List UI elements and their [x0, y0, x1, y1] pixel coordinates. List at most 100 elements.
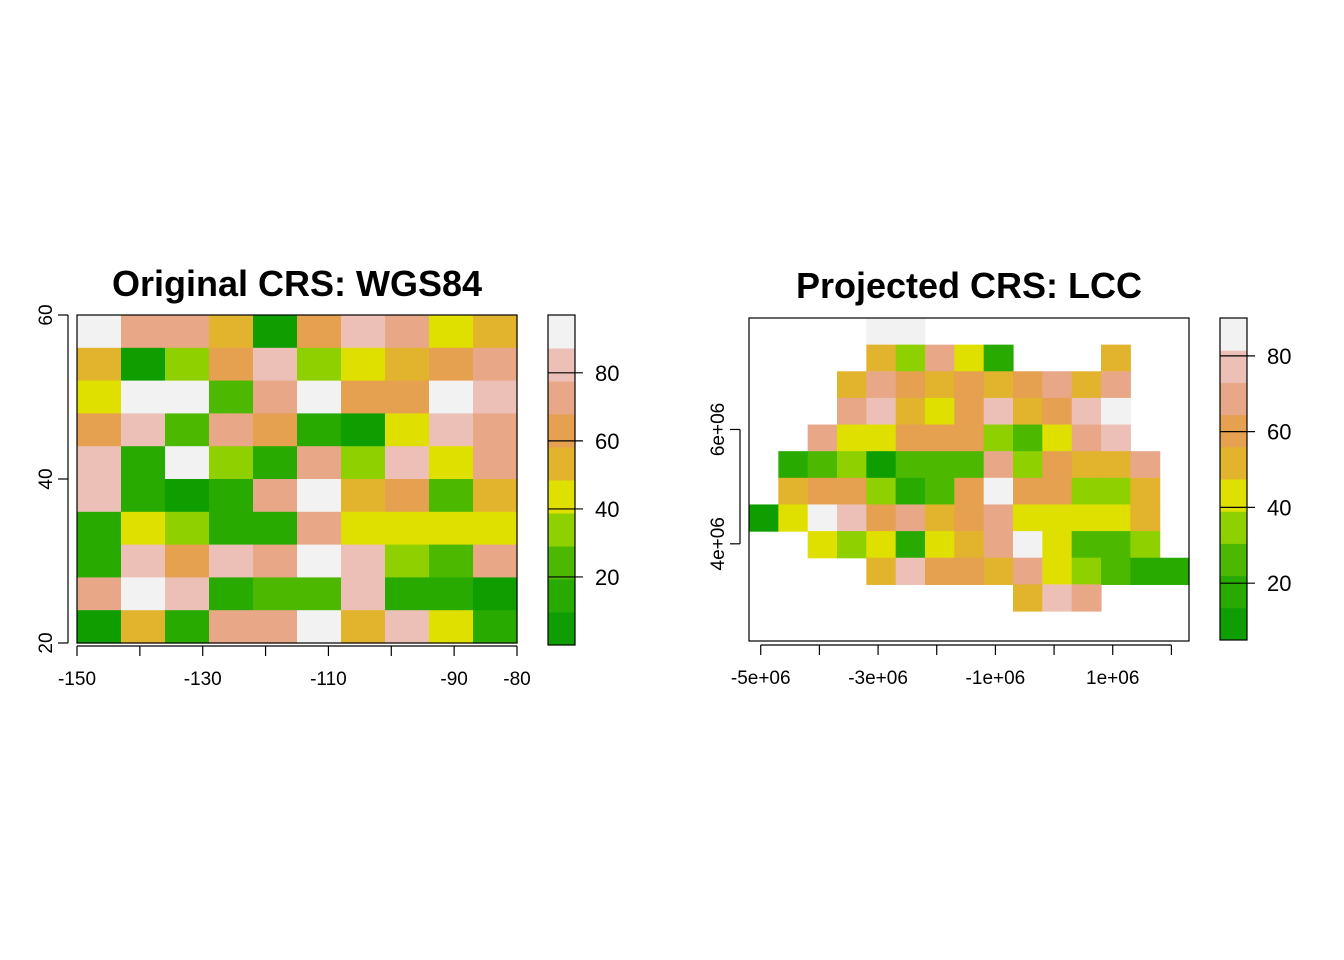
raster-cell — [1042, 477, 1073, 506]
raster-cell — [807, 424, 838, 452]
legend-tick-label: 60 — [595, 429, 619, 454]
raster-cell — [121, 610, 166, 644]
raster-cell — [749, 504, 779, 532]
raster-cell — [1042, 531, 1073, 559]
raster-grid-original — [77, 315, 518, 644]
raster-cell — [1101, 504, 1131, 532]
raster-cell — [1071, 584, 1102, 612]
raster-cell — [429, 347, 474, 382]
raster-cell — [778, 477, 809, 506]
raster-cell — [1071, 531, 1102, 559]
raster-cell — [1013, 371, 1043, 399]
chart-title-projected: Projected CRS: LCC — [796, 265, 1142, 306]
raster-cell — [341, 413, 386, 447]
raster-cell — [807, 477, 838, 506]
raster-cell — [121, 413, 166, 447]
raster-cell — [1130, 451, 1161, 479]
raster-cell — [895, 424, 926, 452]
raster-cell — [837, 371, 867, 399]
raster-cell — [385, 610, 430, 644]
raster-cell — [165, 413, 210, 447]
y-tick-label: 6e+06 — [708, 403, 729, 456]
raster-cell — [895, 477, 926, 506]
raster-cell — [121, 479, 166, 513]
raster-cell — [895, 371, 926, 399]
raster-cell — [1101, 477, 1131, 506]
raster-cell — [121, 347, 166, 382]
raster-cell — [165, 347, 210, 382]
raster-cell — [165, 610, 210, 644]
raster-cell — [983, 424, 1014, 452]
raster-cell — [77, 577, 122, 611]
x-axis-original: -150 -130 -110 -90 -80 — [58, 645, 531, 690]
raster-cell — [1013, 397, 1043, 426]
raster-cell — [429, 479, 474, 513]
y-tick-label: 4e+06 — [708, 517, 729, 570]
raster-cell — [1013, 557, 1043, 585]
raster-cell — [165, 380, 210, 414]
raster-cell — [429, 511, 474, 546]
raster-cell — [341, 544, 386, 578]
raster-cell — [77, 610, 122, 644]
legend-swatch — [1220, 479, 1247, 512]
raster-cell — [983, 371, 1014, 399]
raster-cell — [807, 531, 838, 559]
raster-cell — [209, 380, 254, 414]
raster-cell — [954, 477, 985, 506]
raster-cell — [297, 380, 342, 414]
raster-cell — [895, 504, 926, 532]
raster-cell — [983, 451, 1014, 479]
raster-cell — [983, 477, 1014, 506]
raster-cell — [385, 479, 430, 513]
raster-cell — [473, 315, 518, 349]
raster-cell — [385, 577, 430, 611]
raster-cell — [1013, 531, 1043, 559]
raster-cell — [341, 380, 386, 414]
raster-cell — [209, 315, 254, 349]
raster-cell — [866, 318, 897, 346]
raster-cell — [165, 577, 210, 611]
raster-cell — [895, 557, 926, 585]
raster-cell — [866, 531, 897, 559]
raster-cell — [983, 344, 1014, 372]
raster-cell — [209, 511, 254, 546]
legend-swatch — [1220, 350, 1247, 383]
chart-title-original: Original CRS: WGS84 — [112, 263, 482, 304]
x-tick-label: -1e+06 — [966, 668, 1026, 689]
legend-swatch — [548, 480, 575, 514]
raster-cell — [165, 544, 210, 578]
raster-cell — [341, 577, 386, 611]
raster-cell — [1130, 557, 1161, 585]
raster-cell — [473, 577, 518, 611]
panel-projected-lcc: Projected CRS: LCC -5e+06 -3e+06 -1e+06 1e+… — [708, 265, 1291, 689]
raster-cell — [954, 397, 985, 426]
legend-frame — [1219, 317, 1248, 641]
raster-cell — [925, 424, 955, 452]
raster-cell — [429, 544, 474, 578]
legend-swatch — [548, 612, 575, 646]
raster-cell — [1013, 477, 1043, 506]
raster-cell — [297, 315, 342, 349]
legend-swatch — [1220, 543, 1247, 577]
raster-cell — [1042, 397, 1073, 426]
raster-cell — [1013, 584, 1043, 612]
raster-cell — [253, 380, 298, 414]
raster-cell — [121, 380, 166, 414]
raster-cell — [866, 557, 897, 585]
raster-cell — [1101, 344, 1131, 372]
raster-cell — [1042, 584, 1073, 612]
raster-cell — [165, 511, 210, 546]
raster-cell — [1042, 371, 1073, 399]
raster-cell — [1071, 451, 1102, 479]
raster-cell — [253, 544, 298, 578]
raster-cell — [1101, 557, 1131, 585]
x-tick-label: -5e+06 — [731, 668, 791, 689]
raster-cell — [341, 315, 386, 349]
raster-cell — [165, 479, 210, 513]
legend-tick-label: 40 — [1267, 495, 1291, 520]
raster-cell — [1013, 504, 1043, 532]
legend-tick-label: 60 — [1267, 420, 1291, 445]
legend-swatch — [1220, 575, 1247, 609]
legend-swatch — [1220, 414, 1247, 448]
